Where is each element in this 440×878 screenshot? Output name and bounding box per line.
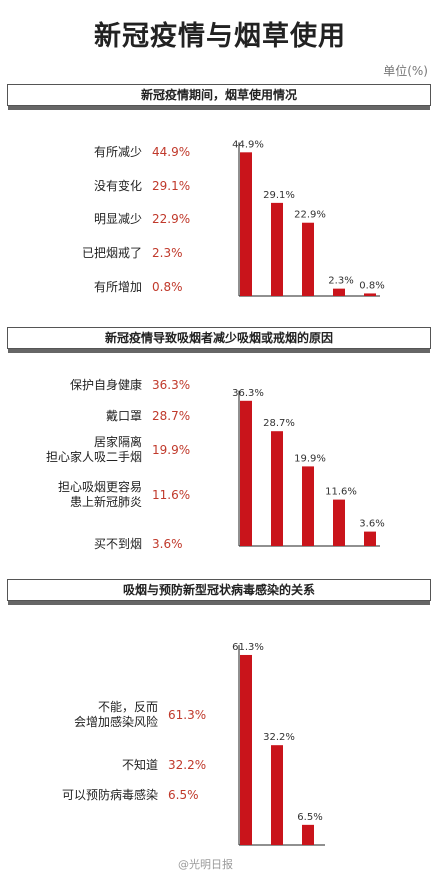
bar <box>364 293 376 296</box>
page-title: 新冠疫情与烟草使用 <box>94 21 346 52</box>
category-value: 0.8% <box>152 280 183 294</box>
bar <box>271 431 283 546</box>
section-3-header: 吸烟与预防新型冠状病毒感染的关系 <box>7 579 431 605</box>
category-label: 担心吸烟更容易 患上新冠肺炎 <box>57 480 142 509</box>
category-label: 有所增加 <box>93 280 142 294</box>
bar-value-label: 11.6% <box>325 487 357 498</box>
section-1-header: 新冠疫情期间，烟草使用情况 <box>7 84 431 110</box>
category-value: 36.3% <box>152 378 191 392</box>
bar <box>302 222 314 296</box>
bar <box>271 745 283 845</box>
bar <box>333 288 345 296</box>
section-3-bar-chart: 61.3% 32.2% 6.5% <box>232 642 325 846</box>
bar-value-label: 36.3% <box>232 388 264 399</box>
category-label: 不知道 <box>121 758 158 772</box>
category-value: 19.9% <box>152 443 191 457</box>
bar-value-label: 61.3% <box>232 642 264 653</box>
bar <box>333 499 345 546</box>
category-value: 2.3% <box>152 246 183 260</box>
section-2-bar-chart: 36.3% 28.7% 19.9% 11.6% 3.6% <box>232 388 385 547</box>
bar-value-label: 2.3% <box>328 276 353 287</box>
bar-value-label: 6.5% <box>297 812 322 823</box>
category-label: 没有变化 <box>93 179 142 193</box>
bar <box>240 152 252 296</box>
category-label: 不能，反而 会增加感染风险 <box>73 700 158 729</box>
section-1-bar-chart: 44.9% 29.1% 22.9% 2.3% 0.8% <box>232 139 385 297</box>
category-value: 11.6% <box>152 488 191 502</box>
unit-label: 单位(%) <box>383 64 428 78</box>
bar <box>271 202 283 296</box>
bar <box>302 466 314 546</box>
category-label: 保护自身健康 <box>69 378 142 392</box>
category-value: 6.5% <box>168 788 199 802</box>
bar-value-label: 22.9% <box>294 210 326 221</box>
category-value: 3.6% <box>152 537 183 551</box>
bar <box>240 654 252 845</box>
category-label: 有所减少 <box>93 145 142 159</box>
source-watermark: @光明日报 <box>178 858 233 871</box>
bar <box>240 400 252 546</box>
category-label: 明显减少 <box>93 212 142 226</box>
bar <box>302 824 314 845</box>
category-label: 已把烟戒了 <box>81 246 142 260</box>
bar-value-label: 29.1% <box>263 190 295 201</box>
category-value: 22.9% <box>152 212 191 226</box>
bar-value-label: 32.2% <box>263 732 295 743</box>
bar-value-label: 3.6% <box>359 519 384 530</box>
bar-value-label: 28.7% <box>263 418 295 429</box>
category-label: 居家隔离 担心家人吸二手烟 <box>45 435 142 464</box>
category-value: 44.9% <box>152 145 191 159</box>
category-value: 32.2% <box>168 758 207 772</box>
bar-value-label: 44.9% <box>232 139 264 150</box>
bar-value-label: 19.9% <box>294 453 326 464</box>
bar-value-label: 0.8% <box>359 280 384 291</box>
bar <box>364 531 376 546</box>
category-value: 61.3% <box>168 708 207 722</box>
category-value: 29.1% <box>152 179 191 193</box>
category-value: 28.7% <box>152 409 191 423</box>
category-label: 买不到烟 <box>93 537 142 551</box>
section-2-header: 新冠疫情导致吸烟者减少吸烟或戒烟的原因 <box>7 327 431 353</box>
category-label: 可以预防病毒感染 <box>61 788 158 802</box>
category-label: 戴口罩 <box>105 409 142 423</box>
